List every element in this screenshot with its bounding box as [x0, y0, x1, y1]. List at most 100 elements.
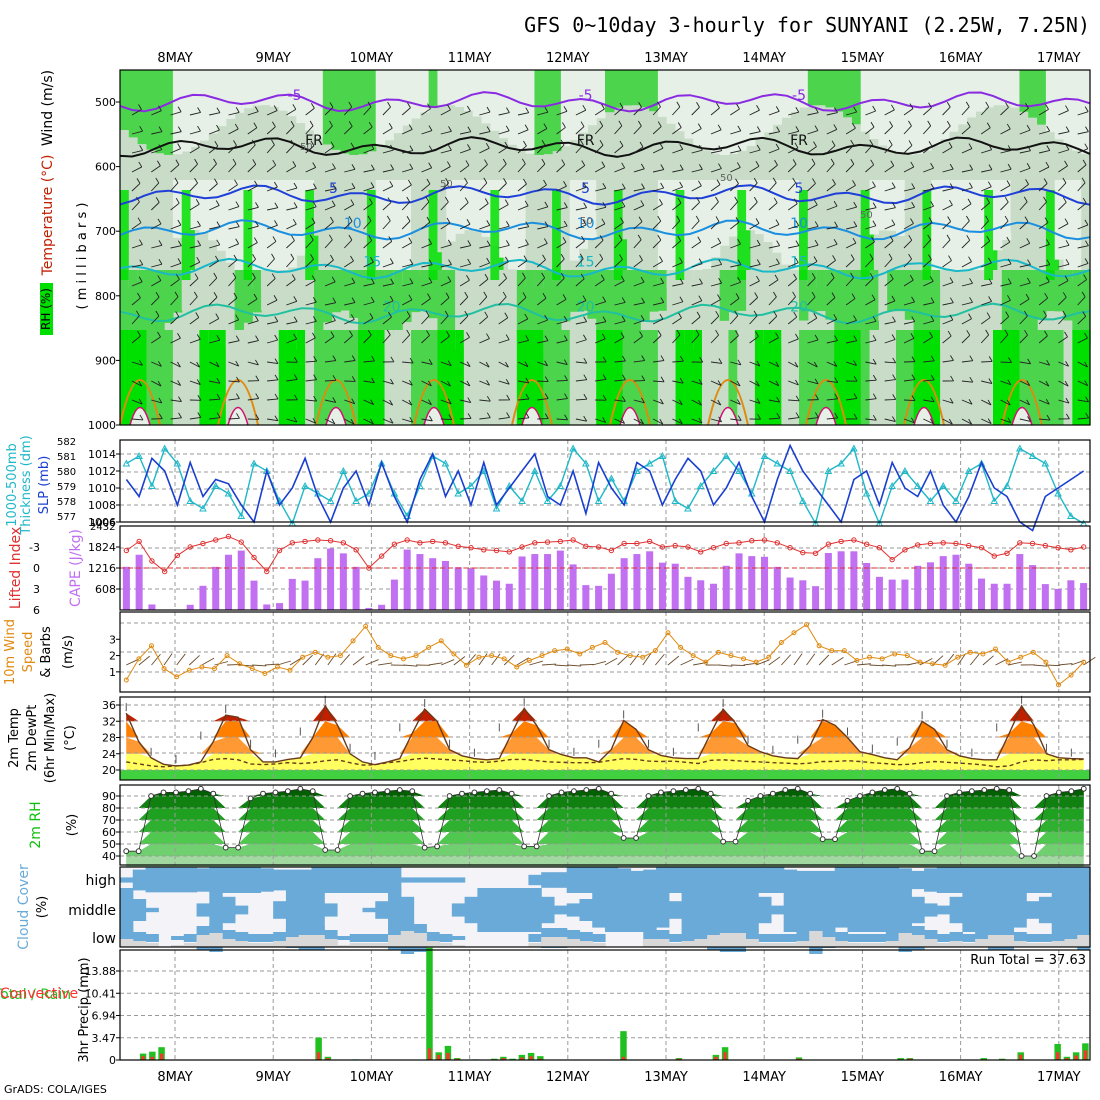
wind-barb-flag — [351, 182, 356, 189]
wind-barb-flag — [872, 181, 876, 187]
date-label: 8MAY — [157, 51, 192, 66]
wind-barb — [787, 296, 796, 306]
wind-barb-flag — [311, 217, 316, 224]
wind10m-barb — [781, 654, 792, 666]
wind-barb-flag — [350, 418, 355, 425]
wind10m-point — [186, 667, 192, 673]
cloud-cell — [745, 867, 759, 893]
wind-barb-flag — [525, 107, 530, 113]
rh-shade-cell — [931, 330, 941, 425]
rh-point — [645, 793, 652, 799]
wind-barb-flag — [524, 124, 529, 131]
wind-barb — [266, 144, 275, 154]
wind-barb — [1000, 220, 1009, 230]
rh-shade-cell — [737, 70, 747, 151]
wind-barb — [788, 130, 799, 135]
wind-barb — [1000, 299, 1011, 306]
wind-barb — [1077, 337, 1088, 344]
wind-barb-flag — [351, 277, 356, 284]
cloud-cell — [656, 892, 670, 928]
wind10m-point — [1068, 672, 1074, 678]
wind-barb-flag — [1084, 332, 1088, 339]
wind-barb-flag — [621, 418, 625, 424]
wind-barb — [459, 296, 469, 306]
wind-barb — [595, 206, 606, 211]
wind10m-point — [652, 648, 658, 654]
rh-shade-cell — [1037, 270, 1047, 320]
wind-barb — [826, 145, 836, 154]
rh-shade-cell — [1054, 70, 1065, 140]
wind-barb — [517, 260, 528, 268]
wind-barb — [884, 379, 896, 382]
wind-barb-flag — [948, 142, 953, 148]
wind-barb-flag — [581, 235, 585, 242]
wind-barb-flag — [599, 120, 604, 127]
cloud-cell — [566, 867, 581, 893]
rh-shade-cell — [816, 270, 827, 312]
lifted-point — [659, 544, 666, 550]
wind-barb-flag — [274, 316, 279, 322]
wind-barb — [807, 380, 819, 385]
wind-barb — [150, 315, 160, 325]
wind-barb-flag — [255, 202, 259, 208]
wind-barb-flag — [853, 360, 857, 366]
wind-barb-flag — [620, 275, 625, 282]
wind-barb-flag — [444, 196, 449, 203]
rh-shade-cell — [931, 180, 941, 279]
wind-barb — [923, 188, 935, 192]
wind-barb — [247, 111, 259, 116]
wind-barb — [961, 148, 973, 154]
rh-shade-cell — [419, 330, 430, 425]
wind-barb — [633, 302, 645, 306]
wind-barb — [884, 187, 896, 192]
slp-tick-label: 1010 — [88, 482, 116, 495]
wind-barb-flag — [158, 105, 162, 111]
cape-bar — [441, 560, 449, 610]
wind-barb — [672, 262, 683, 268]
rh-shade-cell — [975, 70, 985, 112]
wind-barb-flag — [641, 397, 645, 404]
wind-barb — [768, 337, 779, 344]
wind-barb-flag — [638, 216, 643, 222]
rh-shade-cell — [1001, 270, 1012, 346]
wind-barb-flag — [330, 141, 335, 147]
wind-barb-flag — [949, 314, 954, 321]
rh-point — [720, 838, 727, 845]
cloud-cell — [579, 899, 593, 921]
wind-barb-flag — [370, 182, 375, 188]
wind-barb — [826, 243, 838, 249]
cloud-cell — [860, 867, 874, 893]
wind-barb — [324, 418, 336, 425]
cloud-cell — [617, 868, 632, 892]
wind-barb — [363, 261, 374, 268]
wind-barb-flag — [1062, 292, 1067, 298]
cape-bar — [607, 573, 615, 610]
wind-barb — [961, 187, 973, 192]
cape-bar — [390, 579, 398, 610]
wind-barb-flag — [194, 158, 198, 165]
rh-shade-cell — [957, 330, 968, 425]
wind-barb — [363, 126, 373, 135]
wind10m-barb — [617, 655, 629, 666]
wind-barb — [517, 205, 529, 211]
wind-barb-flag — [679, 355, 684, 362]
rh-point — [235, 844, 242, 851]
wind-barb-flag — [175, 159, 180, 166]
wind-barb — [594, 279, 605, 287]
rh-point — [434, 843, 441, 850]
wind-barb-flag — [329, 102, 334, 108]
wind-barb — [614, 206, 626, 211]
wind10m-point — [615, 649, 621, 655]
wind-barb — [595, 379, 607, 382]
cape-bar — [633, 554, 641, 610]
wind-barb — [286, 240, 295, 249]
wind-barb-flag — [659, 313, 664, 320]
rh-shade-cell — [605, 180, 615, 231]
rh-shade-cell — [710, 180, 721, 258]
wind-barb-flag — [697, 123, 702, 129]
chart-title: GFS 0~10day 3-hourly for SUNYANI (2.25W,… — [524, 13, 1090, 37]
cape-bar — [518, 556, 526, 610]
rh-shade-cell — [490, 70, 500, 131]
wind-barb — [865, 225, 877, 230]
rh-shade-cell — [702, 270, 712, 346]
